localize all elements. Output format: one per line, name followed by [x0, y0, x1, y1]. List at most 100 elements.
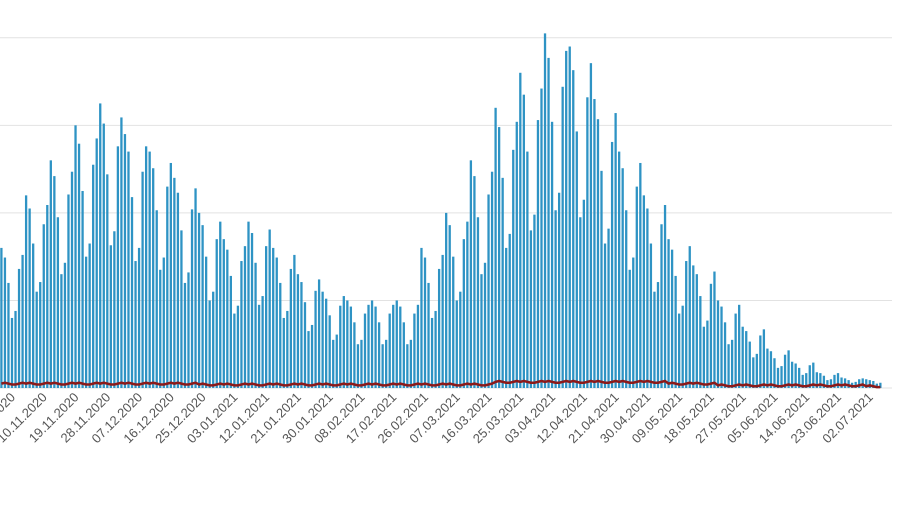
bar — [607, 228, 610, 388]
bar — [642, 195, 646, 388]
bar — [872, 380, 875, 388]
bar — [536, 120, 540, 388]
bar — [840, 377, 843, 388]
bar — [660, 224, 663, 388]
bar — [812, 362, 815, 388]
bar — [399, 306, 402, 388]
bar — [257, 304, 261, 388]
bar — [339, 305, 342, 388]
bar — [674, 275, 677, 388]
bar — [275, 257, 278, 388]
bar — [190, 209, 194, 388]
bar — [35, 291, 38, 388]
bar — [141, 171, 144, 388]
bar — [836, 373, 840, 388]
bar — [106, 174, 109, 388]
bar — [515, 121, 518, 388]
bar — [21, 254, 24, 388]
bar — [377, 322, 381, 388]
bar — [201, 225, 204, 388]
bar — [678, 313, 681, 388]
bar — [801, 374, 804, 388]
bar — [360, 339, 363, 388]
bar — [437, 268, 441, 388]
bar — [356, 344, 360, 388]
bar — [526, 151, 529, 388]
bar — [420, 247, 423, 388]
bar — [370, 300, 374, 388]
bar — [589, 63, 593, 389]
bar — [681, 305, 684, 388]
bar — [572, 70, 575, 388]
bar — [152, 168, 155, 388]
bar — [99, 103, 102, 389]
bar — [247, 221, 250, 388]
bar — [240, 261, 243, 388]
bar — [116, 146, 120, 388]
bar — [600, 170, 603, 388]
bar — [272, 247, 275, 388]
line — [1, 379, 881, 389]
bar — [741, 326, 744, 388]
bar — [501, 177, 504, 388]
bar — [70, 171, 74, 388]
bar — [166, 186, 169, 388]
bar — [77, 143, 81, 388]
bar — [586, 97, 589, 389]
bar — [430, 317, 434, 388]
bar — [476, 217, 480, 388]
bar — [466, 221, 469, 388]
bar — [268, 229, 271, 388]
bar — [547, 57, 550, 389]
bar — [335, 334, 338, 388]
bar — [28, 208, 31, 388]
bar — [49, 160, 52, 388]
bar — [197, 212, 201, 388]
bar — [621, 168, 624, 388]
bar — [808, 365, 811, 388]
bar — [529, 230, 533, 388]
bar — [42, 224, 45, 388]
bar — [7, 282, 10, 388]
bar — [261, 296, 264, 388]
bar — [692, 265, 695, 388]
bar — [388, 313, 391, 388]
bar — [155, 210, 158, 388]
bar — [289, 268, 293, 388]
bar — [875, 383, 878, 388]
bar — [144, 146, 148, 388]
bar — [84, 256, 88, 388]
bar — [459, 291, 462, 388]
bar — [296, 274, 300, 388]
bar — [752, 357, 755, 388]
bar — [434, 310, 437, 388]
bar — [505, 247, 508, 388]
bar — [879, 382, 882, 388]
bar — [738, 304, 741, 388]
bar — [565, 50, 568, 388]
bar — [713, 271, 716, 388]
bar — [243, 246, 247, 388]
bar — [229, 275, 232, 388]
bar — [695, 274, 698, 388]
bar — [448, 225, 451, 388]
bar — [579, 217, 582, 388]
bar — [303, 302, 307, 388]
bar — [374, 306, 377, 388]
bar — [81, 190, 84, 388]
bar — [596, 119, 600, 388]
bar — [215, 239, 218, 388]
bar — [346, 300, 349, 388]
bar — [67, 194, 70, 388]
bar — [667, 239, 670, 388]
bar — [113, 231, 116, 388]
bar — [194, 188, 197, 388]
bar — [317, 279, 321, 388]
bar — [120, 117, 123, 388]
bar — [219, 221, 222, 388]
bar — [427, 282, 430, 388]
bar — [183, 282, 187, 388]
bar — [332, 339, 335, 388]
bar — [783, 354, 787, 388]
